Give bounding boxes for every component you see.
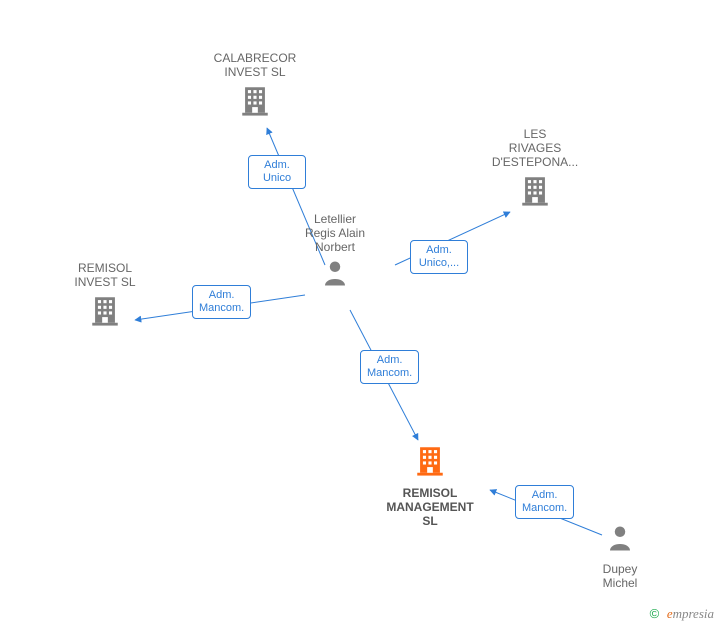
node-label: LESRIVAGESD'ESTEPONA... — [480, 127, 590, 169]
copyright-symbol: © — [650, 606, 660, 621]
node-label: CALABRECORINVEST SL — [200, 51, 310, 79]
node-label: REMISOLMANAGEMENTSL — [375, 486, 485, 528]
building-icon — [200, 83, 310, 122]
person-icon — [565, 523, 675, 558]
building-icon — [50, 293, 160, 332]
edge-label: Adm.Mancom. — [515, 485, 574, 519]
node-label: REMISOLINVEST SL — [50, 261, 160, 289]
building-icon — [375, 443, 485, 482]
node-label: LetellierRegis AlainNorbert — [280, 212, 390, 254]
edge-label: Adm.Unico — [248, 155, 306, 189]
edge-label: Adm.Mancom. — [192, 285, 251, 319]
node-remisol_mgmt: REMISOLMANAGEMENTSL — [375, 443, 485, 528]
copyright: © empresia — [650, 606, 714, 622]
person-icon — [280, 258, 390, 293]
node-dupey: DupeyMichel — [565, 523, 675, 590]
edge-label: Adm.Mancom. — [360, 350, 419, 384]
building-icon — [480, 173, 590, 212]
node-label: DupeyMichel — [565, 562, 675, 590]
brand-rest: mpresia — [673, 606, 714, 621]
edge-label: Adm.Unico,... — [410, 240, 468, 274]
node-remisol_invest: REMISOLINVEST SL — [50, 261, 160, 332]
node-calabrecor: CALABRECORINVEST SL — [200, 51, 310, 122]
node-letellier: LetellierRegis AlainNorbert — [280, 212, 390, 293]
node-rivages: LESRIVAGESD'ESTEPONA... — [480, 127, 590, 212]
